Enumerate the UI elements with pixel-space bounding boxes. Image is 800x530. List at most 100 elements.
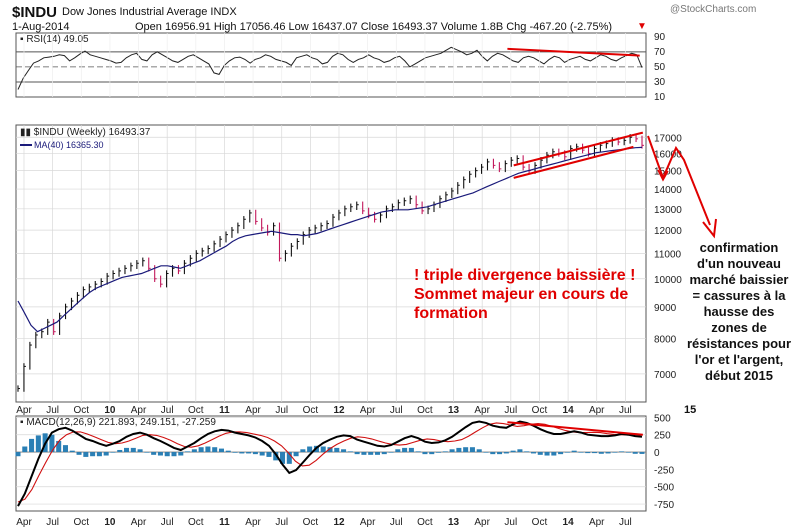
x-tick-label-top: Oct (417, 405, 433, 416)
x-tick-label-top: Jul (161, 405, 174, 416)
price-tick-label: 13000 (654, 205, 682, 216)
chart-date: 1-Aug-2014 (12, 21, 70, 33)
price-tick-label: 9000 (654, 303, 677, 314)
price-tick-label: 7000 (654, 370, 677, 381)
ohlc-readout: Open 16956.91 High 17056.46 Low 16437.07… (135, 21, 613, 33)
x-tick-label-bottom: 10 (104, 517, 116, 528)
rsi-line (17, 46, 643, 90)
x-tick-label-bottom: 11 (219, 517, 230, 528)
macd-histogram-bar (144, 452, 150, 453)
price-tick-label: 8000 (654, 334, 677, 345)
price-title: ▮▮ $INDU (Weekly) 16493.37 (20, 127, 151, 138)
macd-frame (15, 415, 647, 512)
macd-tick-label: -750 (654, 500, 674, 511)
macd-histogram-bar (334, 447, 340, 453)
macd-histogram-bar (266, 452, 272, 457)
macd-histogram-bar (90, 452, 96, 457)
macd-histogram-bar (415, 451, 421, 453)
macd-histogram-bar (205, 446, 211, 453)
macd-histogram-bar (259, 452, 265, 456)
macd-histogram-bar (69, 450, 75, 453)
x-tick-label-top: Jul (275, 405, 288, 416)
rsi-tick-label: 50 (654, 62, 666, 73)
x-tick-label-top: Jul (46, 405, 59, 416)
macd-histogram-bar (510, 450, 516, 453)
x-tick-label-top: Apr (360, 405, 376, 416)
macd-tick-label: -250 (654, 465, 674, 476)
macd-histogram-bar (578, 452, 584, 453)
macd-tick-label: 250 (654, 431, 671, 442)
macd-histogram-bar (300, 449, 306, 453)
x-tick-label-top: 14 (563, 405, 575, 416)
macd-signal-line (17, 422, 643, 503)
x-tick-label-bottom: 13 (448, 517, 460, 528)
confirmation-line-3: marché baissier (689, 272, 789, 287)
macd-histogram-bar (524, 451, 530, 453)
macd-histogram-bar (273, 452, 279, 461)
x-tick-label-bottom: Apr (16, 517, 32, 528)
macd-histogram-bar (83, 452, 89, 457)
macd-histogram-bar (49, 434, 55, 453)
macd-histogram-bar (307, 446, 313, 453)
price-trend-line (513, 145, 634, 179)
confirmation-line-2: d'un nouveau (697, 256, 781, 271)
macd-tick-label: -500 (654, 483, 674, 494)
price-tick-label: 16000 (654, 149, 682, 160)
rsi-tick-label: 30 (654, 77, 666, 88)
confirmation-line-8: l'or et l'argent, (694, 352, 784, 367)
x-tick-label-bottom: Jul (619, 517, 632, 528)
macd-histogram-bar (639, 452, 645, 454)
macd-histogram-bar (178, 452, 184, 456)
macd-histogram-bar (571, 450, 577, 453)
divergence-line-3: formation (414, 305, 488, 322)
macd-histogram-bar (436, 452, 442, 453)
macd-histogram-bar (395, 449, 401, 453)
macd-histogram-bar (185, 451, 191, 453)
macd-histogram-bar (530, 452, 536, 454)
x-tick-label-top: Oct (532, 405, 548, 416)
macd-tick-label: 0 (654, 448, 660, 459)
rsi-panel: 10 30 50 70 90 ▪ RSI(14) 49.05 (15, 32, 666, 103)
macd-histogram-bar (130, 447, 136, 453)
macd-histogram-bar (218, 448, 224, 453)
macd-histogram-bar (212, 447, 218, 453)
confirmation-line-1: confirmation (699, 240, 779, 255)
macd-histogram-bar (198, 447, 204, 453)
x-tick-label-top: 10 (104, 405, 116, 416)
price-tick-label: 14000 (654, 185, 682, 196)
macd-histogram-bar (327, 447, 333, 453)
macd-histogram-bar (368, 452, 374, 455)
macd-histogram-bar (544, 452, 550, 456)
macd-histogram-bar (110, 452, 116, 453)
macd-histogram-bar (469, 447, 475, 453)
x-tick-label-top: 12 (333, 405, 345, 416)
x-tick-label-top: Oct (73, 405, 89, 416)
macd-histogram-bar (625, 452, 631, 453)
macd-histogram-bar (558, 452, 564, 455)
macd-histogram-bar (164, 452, 170, 457)
projection-path (647, 135, 711, 226)
macd-histogram-bar (612, 452, 618, 453)
macd-tick-label: 500 (654, 413, 671, 424)
down-marker: ▼ (637, 21, 647, 32)
x-tick-label-bottom: 12 (333, 517, 345, 528)
macd-histogram-bar (151, 452, 157, 455)
macd-histogram-bar (232, 452, 238, 453)
x-tick-label-bottom: Jul (504, 517, 517, 528)
macd-histogram-bar (341, 449, 347, 453)
macd-histogram-bar (402, 447, 408, 453)
confirmation-line-6: zones de (711, 320, 767, 335)
macd-histogram-bar (157, 452, 163, 456)
projection-arrowhead-small (657, 169, 669, 182)
confirmation-line-4: = cassures à la (692, 288, 786, 303)
macd-histogram-bar (429, 452, 435, 455)
macd-histogram-bar (592, 452, 598, 454)
macd-histogram-bar (246, 452, 252, 454)
confirmation-line-7: résistances pour (686, 336, 792, 351)
macd-histogram-bar (56, 440, 62, 453)
rsi-tick-label: 10 (654, 92, 666, 103)
macd-histogram-bar (422, 452, 428, 455)
x-tick-label-top: Apr (245, 405, 261, 416)
time-axis-price: Apr Jul Oct 10 Apr Jul Oct 11 Apr Jul Oct 12 Apr Jul O… (16, 405, 632, 416)
